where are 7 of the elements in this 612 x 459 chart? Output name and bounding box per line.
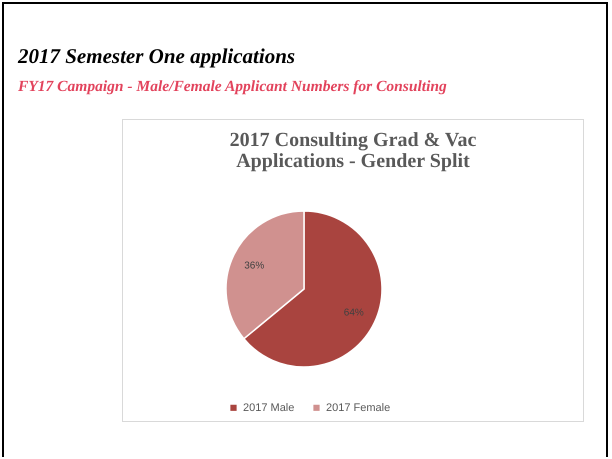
data-label: 36% bbox=[244, 260, 264, 272]
legend-label: 2017 Female bbox=[326, 402, 390, 414]
legend-label: 2017 Male bbox=[243, 402, 294, 414]
chart-title: 2017 Consulting Grad & Vac Applications - Gender Split bbox=[228, 129, 478, 172]
text: FY17 Campaign - Male/Female Applicant Numbers for Consulting bbox=[18, 78, 447, 96]
text: 2017 Semester One applications bbox=[18, 44, 296, 69]
data-label: 64% bbox=[344, 307, 364, 318]
